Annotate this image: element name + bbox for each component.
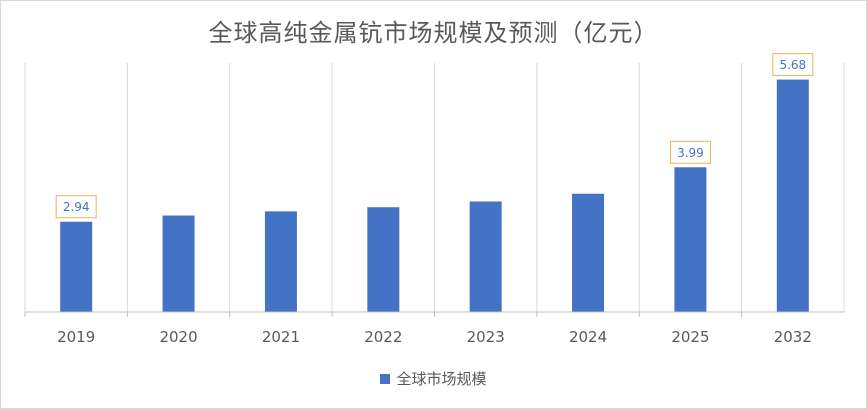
chart-legend: 全球市场规模 <box>1 368 866 389</box>
legend-swatch <box>380 373 391 384</box>
data-label-2032: 5.68 <box>779 58 806 72</box>
x-tick-label: 2032 <box>774 328 812 346</box>
bar-2021 <box>264 211 297 312</box>
grid-lines <box>24 63 845 312</box>
x-axis: 2019 2020 2021 2022 2023 2024 2025 2032 <box>24 311 844 346</box>
x-tick-label: 2019 <box>57 328 95 346</box>
data-label-box <box>55 195 97 219</box>
data-label-box <box>772 53 814 77</box>
x-tick-label: 2022 <box>364 328 402 346</box>
bar-2022 <box>367 207 400 312</box>
data-labels: 2.94 3.99 5.68 <box>55 53 814 219</box>
data-label-box <box>669 140 711 164</box>
x-tick-label: 2020 <box>159 328 197 346</box>
bar-2023 <box>469 201 502 312</box>
x-tick-label: 2025 <box>671 328 709 346</box>
x-tick-label: 2024 <box>569 328 607 346</box>
x-tick-label: 2023 <box>467 328 505 346</box>
x-tick-label: 2021 <box>262 328 300 346</box>
legend-label: 全球市场规模 <box>396 370 487 388</box>
bar-series <box>60 79 809 312</box>
data-label-2025: 3.99 <box>677 146 704 160</box>
bar-2025 <box>674 167 707 312</box>
bar-2019 <box>60 221 93 312</box>
chart-title: 全球高纯金属钪市场规模及预测（亿元） <box>208 19 659 47</box>
bar-2032 <box>776 79 809 312</box>
bar-2024 <box>572 193 605 312</box>
bar-2020 <box>162 215 195 312</box>
data-label-2019: 2.94 <box>63 200 90 214</box>
